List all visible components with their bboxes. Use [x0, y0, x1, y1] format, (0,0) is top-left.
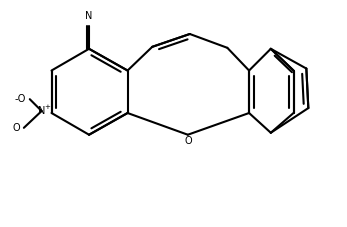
Text: +: + — [45, 104, 51, 110]
Text: O: O — [184, 136, 192, 146]
Text: N: N — [85, 11, 93, 21]
Text: O: O — [12, 123, 20, 133]
Text: N: N — [38, 106, 45, 116]
Text: -O: -O — [15, 94, 26, 104]
